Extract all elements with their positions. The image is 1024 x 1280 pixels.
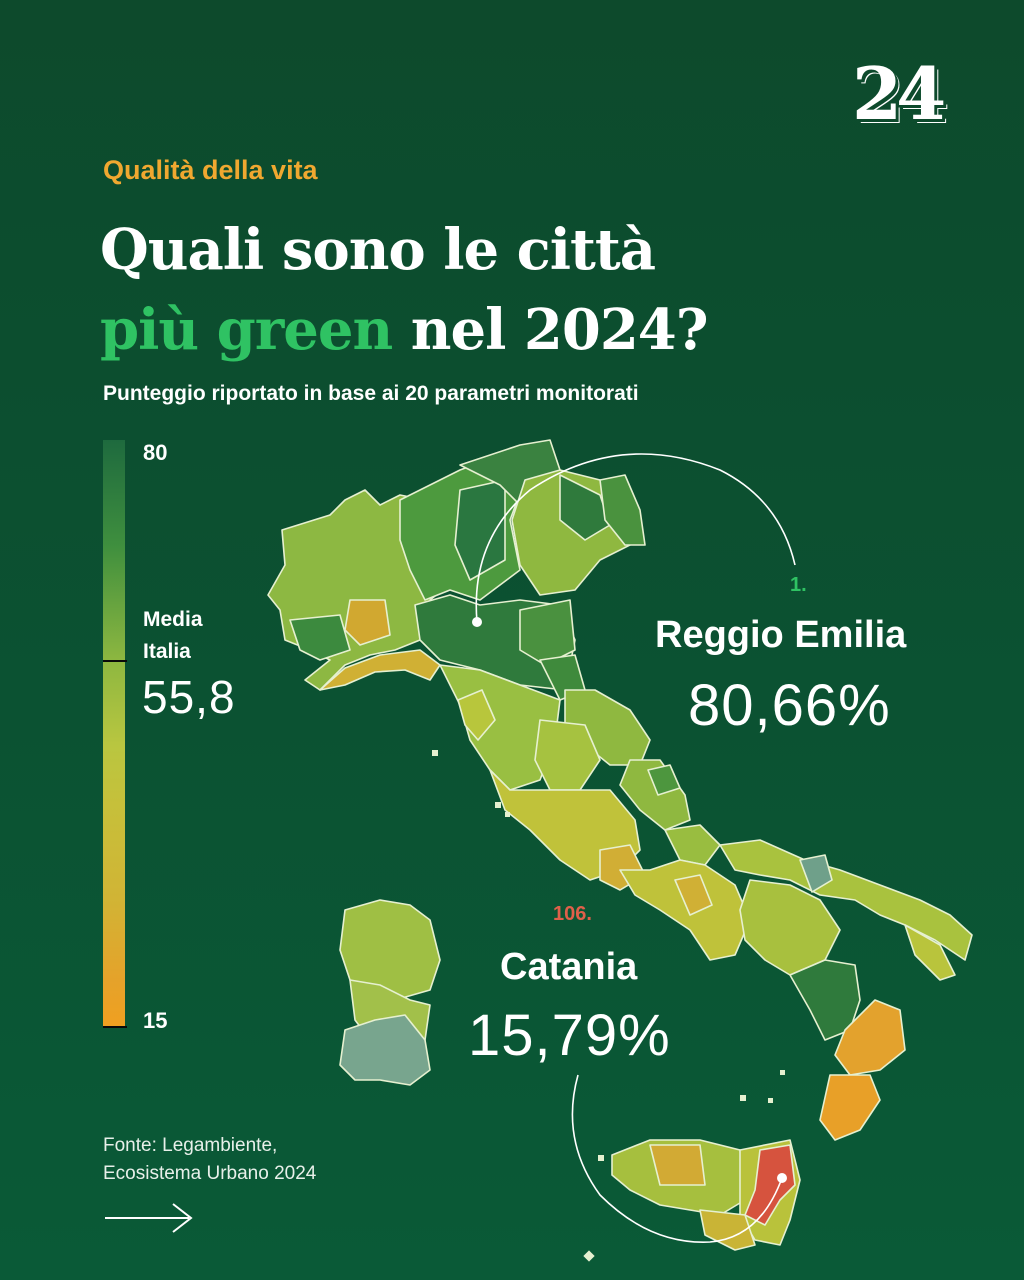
color-scale-bar — [103, 440, 125, 1028]
scale-min-label: 15 — [143, 1008, 168, 1033]
reggio-emilia-marker — [472, 617, 482, 627]
map-island-7 — [780, 1070, 785, 1075]
map-region-piedmont-south — [289, 614, 351, 661]
bottom-city-rank: 106. — [553, 903, 592, 925]
bottom-city-value: 15,79% — [468, 1003, 671, 1068]
callout-arc-top — [475, 453, 796, 623]
kicker-label: Qualità della vita — [103, 155, 318, 185]
subtitle: Punteggio riportato in base ai 20 parame… — [103, 382, 639, 405]
map-island-2 — [495, 802, 501, 808]
map-island-5 — [740, 1095, 746, 1101]
map-island-4 — [598, 1155, 604, 1161]
average-value: 55,8 — [142, 671, 236, 723]
top-city-value: 80,66% — [688, 673, 891, 738]
average-label: Media Italia — [143, 608, 203, 663]
bottom-city-name: Catania — [500, 946, 638, 988]
average-marker — [103, 660, 127, 662]
map-region-calabria-mid — [834, 999, 906, 1076]
map-region-tuscany-coast — [457, 689, 496, 741]
map-island-1 — [432, 750, 438, 756]
top-city-name: Reggio Emilia — [655, 614, 907, 656]
top-city-rank: 1. — [790, 574, 807, 596]
map-region-catania — [744, 1144, 796, 1226]
map-region-campania-naples — [674, 874, 713, 916]
callout-arc-bottom — [571, 1074, 783, 1243]
scale-bottom-marker — [103, 1026, 127, 1028]
map-region-liguria — [319, 649, 441, 691]
title-line-2-rest: nel 2024? — [392, 297, 709, 363]
map-region-puglia — [719, 839, 973, 961]
catania-marker — [777, 1173, 787, 1183]
title-line-2: più green nel 2024? — [100, 290, 860, 370]
title-line-1: Quali sono le città — [100, 217, 656, 283]
italy-map — [267, 439, 973, 1262]
arrow-right-icon[interactable] — [103, 1200, 195, 1236]
map-region-alessandria — [344, 599, 391, 646]
map-region-calabria-south — [819, 1074, 881, 1141]
map-region-sardinia-north — [339, 899, 441, 1001]
map-region-sardinia-south — [339, 1014, 431, 1086]
map-region-friuli — [599, 474, 646, 546]
map-island-3 — [505, 812, 510, 817]
page-title: Quali sono le città più green nel 2024? — [100, 210, 860, 370]
map-region-puglia-south — [904, 924, 956, 981]
map-region-veneto-north — [559, 474, 611, 541]
map-island-6 — [768, 1098, 773, 1103]
brand-logo: 24 — [852, 51, 946, 136]
title-highlight: più green — [100, 297, 393, 363]
map-region-sicily-centre — [649, 1144, 706, 1186]
map-region-sicily-south — [699, 1209, 756, 1251]
map-region-campania — [619, 859, 751, 961]
map-region-molise — [664, 824, 721, 866]
source-note: Fonte: Legambiente, Ecosistema Urbano 202… — [103, 1135, 317, 1184]
scale-max-label: 80 — [143, 440, 168, 465]
map-region-calabria-north — [789, 959, 861, 1041]
map-region-abruzzo-pescara — [647, 764, 681, 796]
map-region-puglia-foggia — [799, 854, 833, 893]
map-island-8 — [583, 1250, 595, 1262]
